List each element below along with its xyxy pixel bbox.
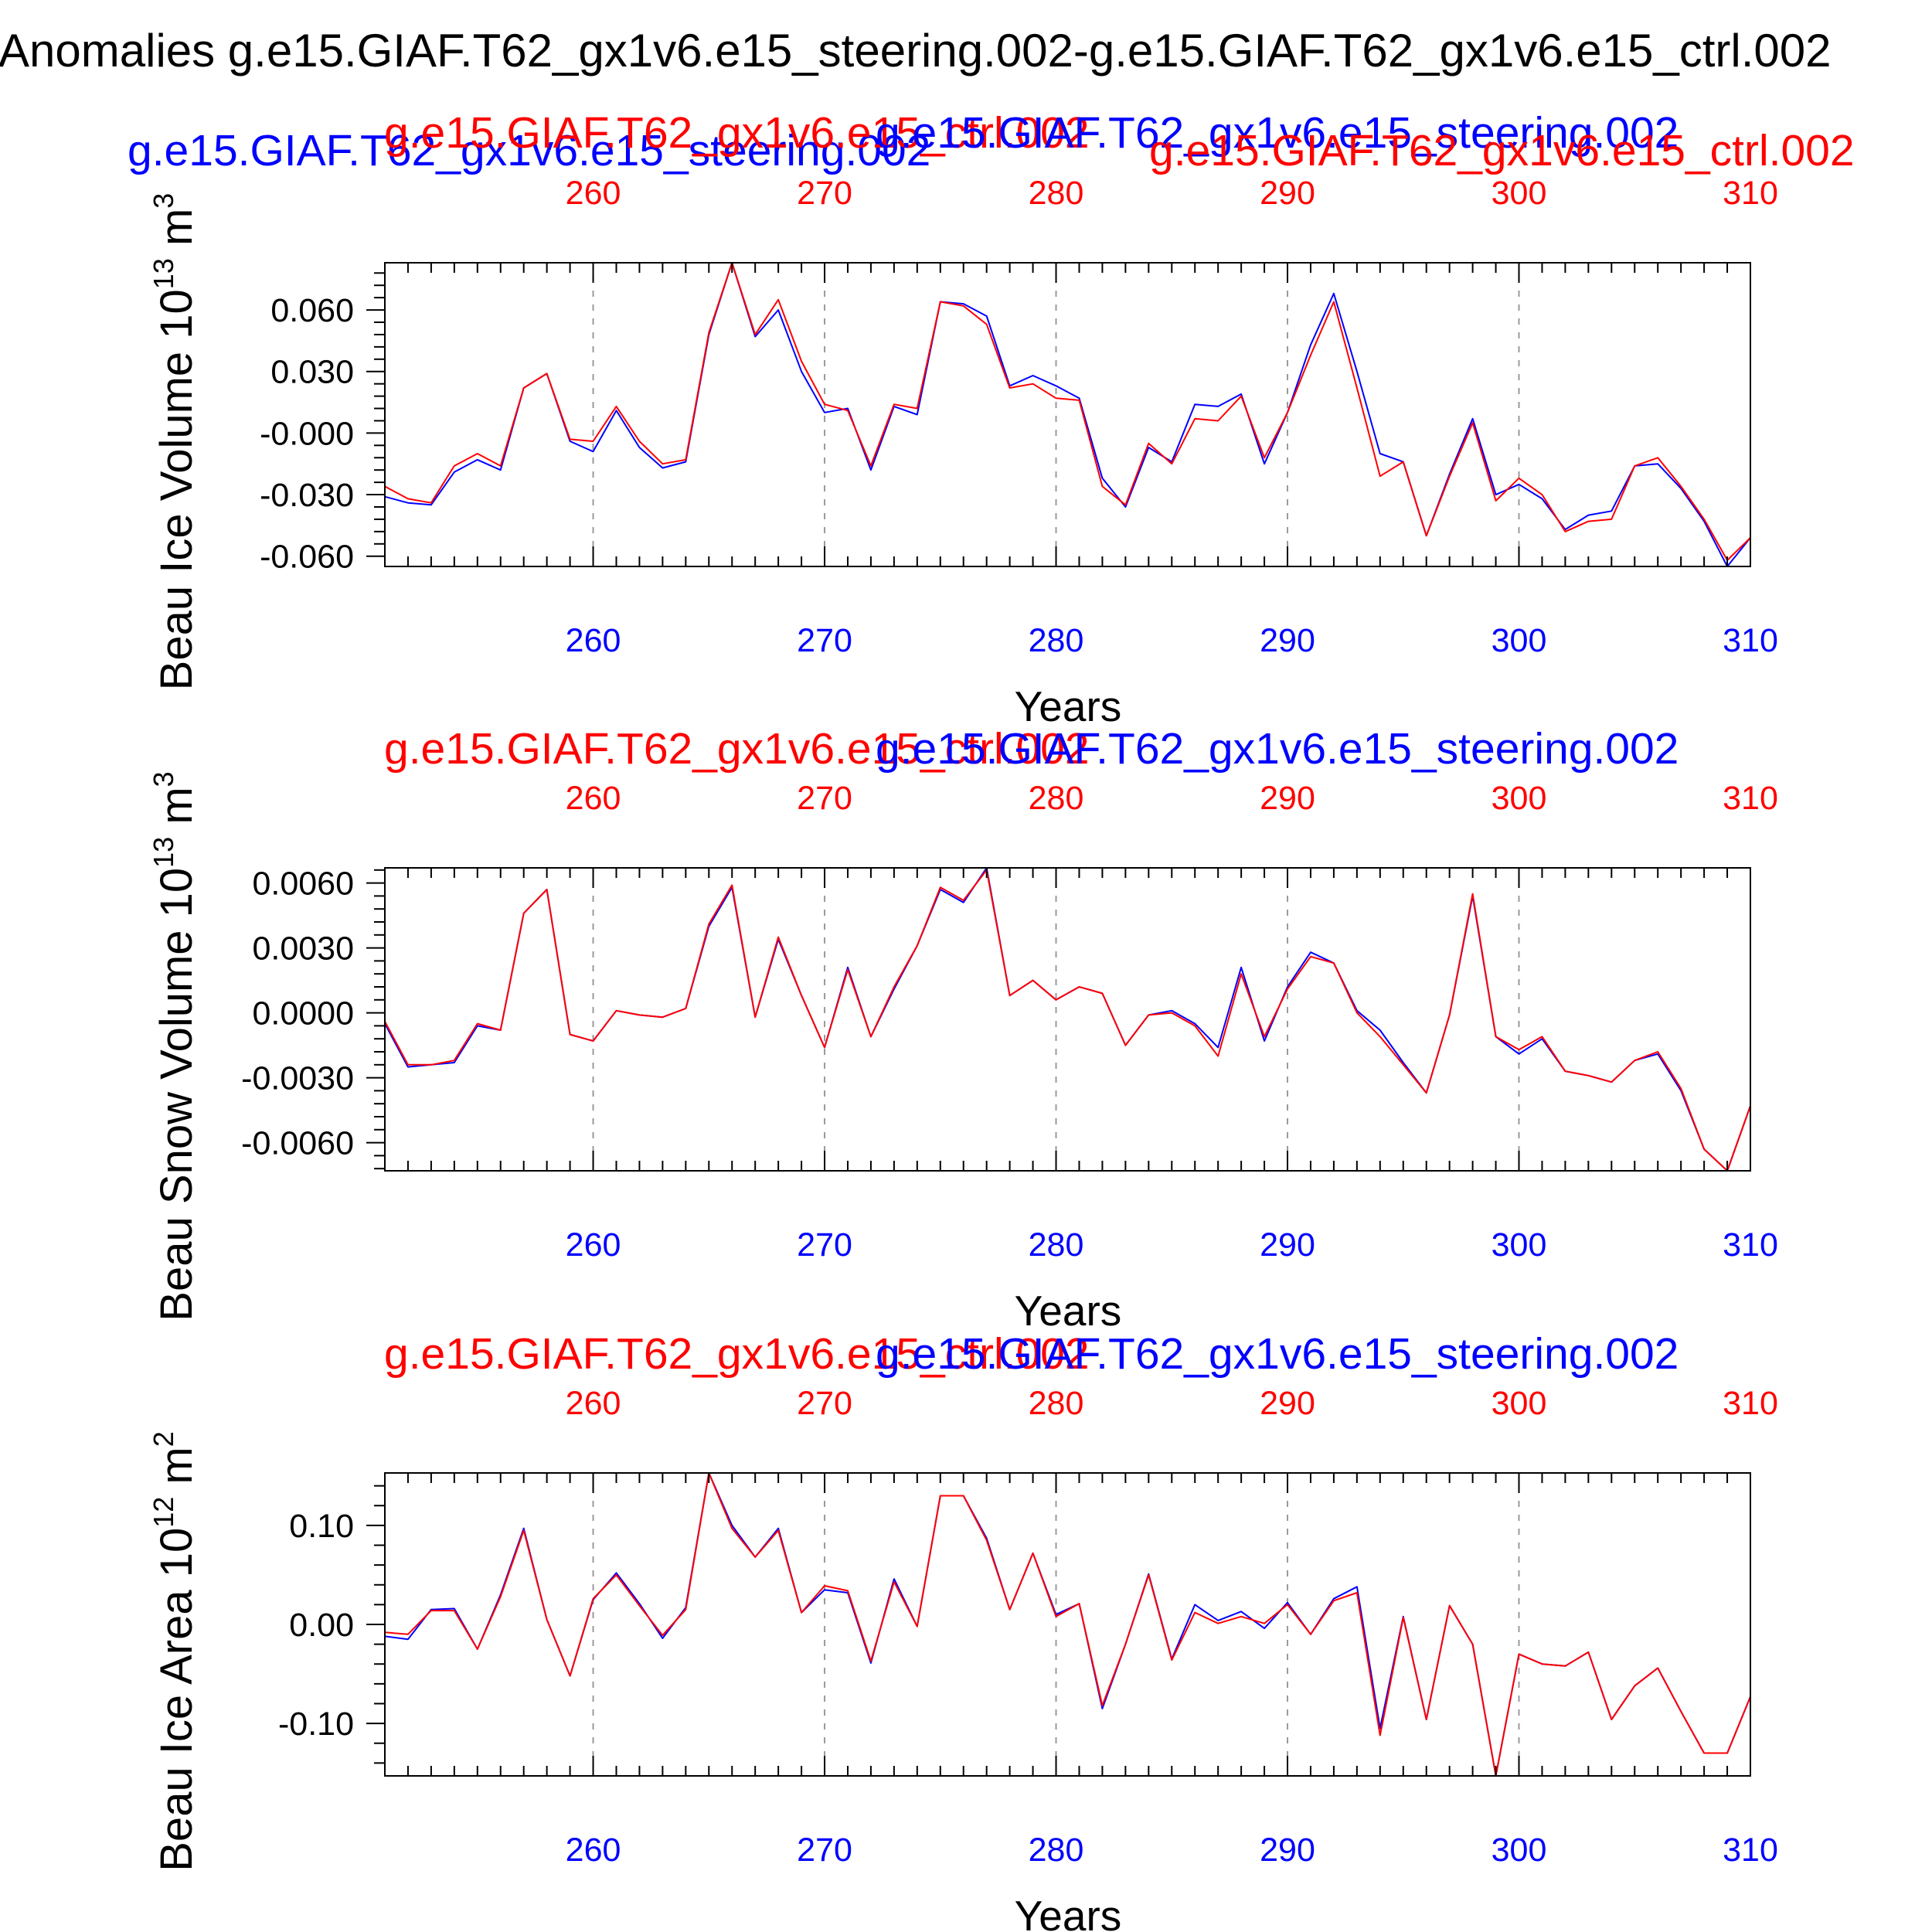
x-tick-label-bottom: 300 (1492, 1226, 1547, 1264)
x-axis-label: Years (1015, 1287, 1122, 1335)
x-tick-label-top: 290 (1260, 780, 1315, 817)
panels: -0.060 -0.030 -0.000 0.030 0.060 260 260 270 270… (128, 108, 1855, 1932)
y-axis-label-part: 12 (148, 1497, 179, 1528)
x-tick-label-bottom: 310 (1723, 1226, 1778, 1264)
x-tick-label-top: 300 (1492, 1385, 1547, 1422)
y-tick-label: 0.10 (289, 1508, 354, 1545)
x-tick-label-top: 260 (566, 780, 621, 817)
y-axis-label-part: Beau Snow Volume 10 (151, 868, 202, 1321)
plot-frame (384, 867, 1751, 1172)
y-tick-label: -0.030 (260, 477, 354, 514)
x-tick-label-top: 290 (1260, 1385, 1315, 1422)
y-axis-label-part: m (151, 787, 202, 836)
x-tick-label-top: 280 (1029, 780, 1084, 817)
case-label-steering: g.e15.GIAF.T62_gx1v6.e15_steering.002 (876, 108, 1679, 158)
x-tick-label-bottom: 280 (1029, 622, 1084, 659)
series-line-ctrl (384, 262, 1751, 561)
x-tick-label-bottom: 260 (566, 1832, 621, 1869)
plot-frame (384, 1472, 1751, 1777)
y-axis-label-part: 13 (148, 258, 179, 289)
case-label-ctrl: g.e15.GIAF.T62_gx1v6.e15_ctrl.002 (384, 108, 1090, 158)
series-line-steering (384, 262, 1751, 567)
x-tick-label-top: 300 (1492, 780, 1547, 817)
plot-frame (384, 262, 1751, 567)
y-tick-label: 0.0030 (252, 930, 354, 968)
x-axis-label: Years (1015, 682, 1122, 730)
case-label-steering: g.e15.GIAF.T62_gx1v6.e15_steering.002 (876, 1329, 1679, 1379)
x-tick-label-top: 280 (1029, 1385, 1084, 1422)
y-axis-label: Beau Ice Area 1012 m2 (148, 1431, 202, 1872)
panel-3: -0.10 0.00 0.10 260 260 270 270 280 280 290 290 300… (148, 1329, 1778, 1932)
x-tick-label-top: 260 (566, 1385, 621, 1422)
x-tick-label-bottom: 300 (1492, 1832, 1547, 1869)
panel-2: -0.0060 -0.0030 0.0000 0.0030 0.0060 260 260 27… (148, 724, 1778, 1335)
y-tick-label: 0.030 (270, 354, 354, 391)
x-tick-label-top: 290 (1260, 175, 1315, 212)
x-tick-label-bottom: 270 (797, 1226, 852, 1264)
figure-title: Anomalies g.e15.GIAF.T62_gx1v6.e15_steer… (0, 25, 1832, 77)
x-tick-label-top: 270 (797, 1385, 852, 1422)
y-tick-label: 0.060 (270, 292, 354, 329)
x-axis-label: Years (1015, 1892, 1122, 1932)
case-label-ctrl: g.e15.GIAF.T62_gx1v6.e15_ctrl.002 (384, 724, 1090, 774)
x-tick-label-top: 310 (1723, 175, 1778, 212)
x-tick-label-top: 270 (797, 780, 852, 817)
case-label-steering: g.e15.GIAF.T62_gx1v6.e15_steering.002 (876, 724, 1679, 774)
y-axis-label-part: m (151, 209, 202, 258)
x-tick-label-bottom: 300 (1492, 622, 1547, 659)
series-line-steering (384, 867, 1751, 1172)
x-tick-label-bottom: 270 (797, 1832, 852, 1869)
y-axis-label: Beau Ice Volume 1013 m3 (148, 193, 202, 691)
y-tick-label: -0.060 (260, 539, 354, 576)
x-tick-label-top: 270 (797, 175, 852, 212)
y-tick-label: -0.10 (278, 1706, 354, 1743)
y-axis-label-part: 13 (148, 837, 179, 868)
y-tick-label: 0.00 (289, 1607, 354, 1644)
panel-1: -0.060 -0.030 -0.000 0.030 0.060 260 260 270 270… (128, 108, 1855, 730)
x-tick-label-top: 310 (1723, 780, 1778, 817)
y-axis-label-part: 3 (148, 771, 179, 787)
y-axis-label-part: 2 (148, 1431, 179, 1447)
x-tick-label-bottom: 290 (1260, 1832, 1315, 1869)
y-tick-label: 0.0000 (252, 995, 354, 1032)
y-tick-label: -0.000 (260, 415, 354, 452)
x-tick-label-top: 310 (1723, 1385, 1778, 1422)
x-tick-label-bottom: 260 (566, 622, 621, 659)
case-label-ctrl: g.e15.GIAF.T62_gx1v6.e15_ctrl.002 (384, 1329, 1090, 1379)
series-line-ctrl (384, 869, 1751, 1172)
x-tick-label-bottom: 280 (1029, 1226, 1084, 1264)
x-tick-label-top: 280 (1029, 175, 1084, 212)
x-tick-label-bottom: 310 (1723, 622, 1778, 659)
y-tick-label: -0.0030 (241, 1060, 354, 1097)
y-axis-label-part: Beau Ice Volume 10 (151, 289, 202, 690)
x-tick-label-bottom: 260 (566, 1226, 621, 1264)
y-axis-label-part: 3 (148, 193, 179, 209)
x-tick-label-top: 260 (566, 175, 621, 212)
x-tick-label-bottom: 290 (1260, 1226, 1315, 1264)
series-line-steering (384, 1472, 1751, 1777)
case-label-steering: g.e15.GIAF.T62_gx1v6.e15_steering.002 (128, 126, 930, 175)
x-tick-label-bottom: 280 (1029, 1832, 1084, 1869)
y-axis-label-part: Beau Ice Area 10 (151, 1528, 202, 1872)
x-tick-label-bottom: 270 (797, 622, 852, 659)
y-tick-label: 0.0060 (252, 866, 354, 903)
y-axis-label: Beau Snow Volume 1013 m3 (148, 771, 202, 1321)
x-tick-label-bottom: 290 (1260, 622, 1315, 659)
y-axis-label-part: m (151, 1447, 202, 1496)
x-tick-label-bottom: 310 (1723, 1832, 1778, 1869)
y-tick-label: -0.0060 (241, 1125, 354, 1162)
series-line-ctrl (384, 1472, 1751, 1777)
x-tick-label-top: 300 (1492, 175, 1547, 212)
case-label-ctrl: g.e15.GIAF.T62_gx1v6.e15_ctrl.002 (1149, 126, 1855, 175)
